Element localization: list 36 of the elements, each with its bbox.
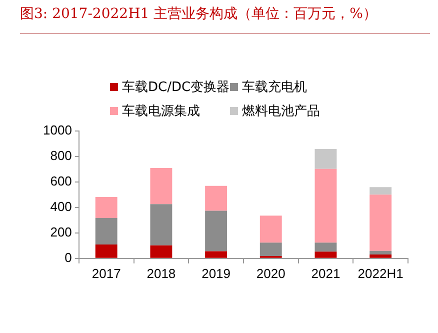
bar bbox=[370, 194, 392, 251]
bar bbox=[314, 242, 337, 252]
bar bbox=[314, 149, 337, 169]
bar bbox=[260, 242, 282, 256]
bar bbox=[150, 245, 172, 258]
y-tick-label: 800 bbox=[50, 148, 72, 163]
bar bbox=[205, 210, 228, 252]
bar bbox=[314, 252, 337, 258]
x-tick-label: 2017 bbox=[92, 266, 121, 281]
y-tick-label: 600 bbox=[50, 173, 72, 188]
bar bbox=[205, 251, 228, 258]
bar bbox=[150, 204, 172, 246]
bar bbox=[205, 186, 228, 211]
chart-title: 图3: 2017-2022H1 主营业务构成（单位：百万元，%） bbox=[20, 5, 377, 23]
y-tick-label: 1000 bbox=[43, 122, 72, 138]
bar bbox=[95, 218, 118, 244]
y-tick-label: 200 bbox=[50, 224, 72, 240]
bar bbox=[150, 168, 172, 204]
bar bbox=[370, 254, 392, 258]
x-tick-label: 2018 bbox=[146, 266, 176, 281]
y-tick-label: 400 bbox=[50, 198, 72, 214]
bar bbox=[370, 250, 392, 254]
legend-label: 燃料电池产品 bbox=[242, 103, 320, 120]
bar bbox=[370, 187, 392, 195]
bar bbox=[260, 216, 282, 243]
x-tick-label: 2019 bbox=[202, 266, 230, 281]
x-tick-label: 2022H1 bbox=[358, 266, 404, 281]
legend-label: 车载DC/DC变换器 bbox=[122, 79, 230, 96]
legend-label: 车载充电机 bbox=[242, 79, 307, 96]
bar bbox=[314, 168, 337, 243]
legend-label: 车载电源集成 bbox=[122, 103, 200, 120]
y-tick-label: 0 bbox=[64, 250, 72, 265]
bar bbox=[95, 197, 118, 218]
x-tick-label: 2020 bbox=[256, 266, 286, 281]
x-tick-label: 2021 bbox=[311, 266, 340, 281]
bar bbox=[95, 244, 118, 258]
